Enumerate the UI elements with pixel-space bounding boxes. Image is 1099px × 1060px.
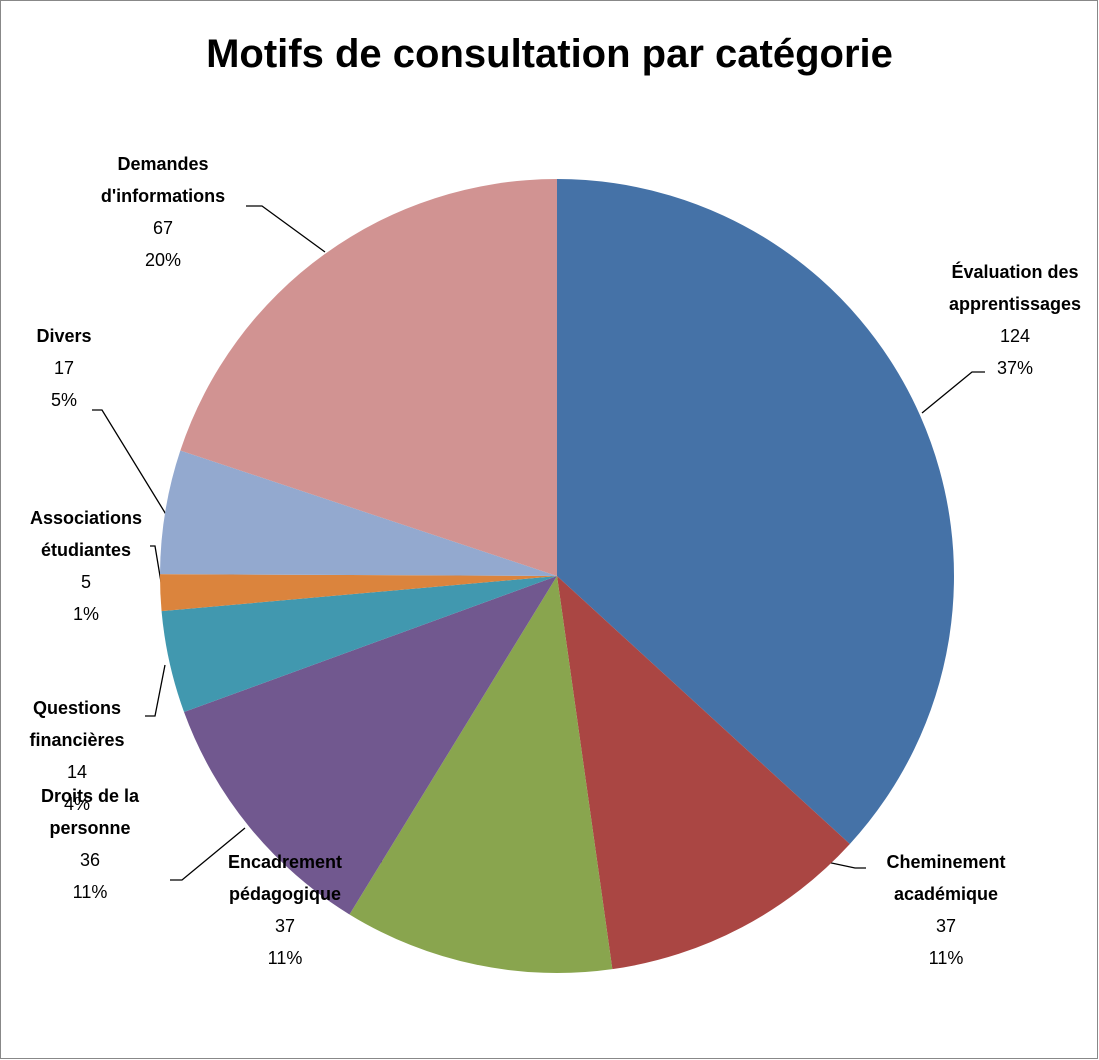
value-label: 124: [999, 326, 1031, 346]
percent-label: 5%: [50, 390, 77, 410]
pie-slice: [557, 576, 850, 970]
pie-slice: [160, 450, 557, 576]
leader-line: [921, 371, 985, 414]
percent-label: 37%: [996, 358, 1034, 378]
leader-line: [246, 205, 326, 253]
data-label: Évaluation des apprentissages 124 37%: [935, 256, 1095, 384]
data-label: Divers 17 5%: [4, 320, 124, 416]
pie-slice: [160, 574, 558, 612]
data-label: Droits de la personne 36 11%: [10, 780, 170, 908]
category-label: Divers: [36, 326, 92, 346]
pie: [160, 179, 954, 973]
category-label: Encadrement pédagogique: [227, 852, 343, 904]
pie-slice: [184, 576, 558, 915]
data-label: Cheminement académique 37 11%: [856, 846, 1036, 974]
pie-slice: [349, 576, 613, 973]
percent-label: 11%: [928, 948, 964, 968]
value-label: 36: [79, 850, 101, 870]
category-label: Cheminement académique: [886, 852, 1006, 904]
pie-slice: [180, 179, 558, 576]
percent-label: 4%: [63, 794, 90, 814]
category-label: Droits de la personne: [40, 786, 140, 838]
value-label: 67: [152, 218, 174, 238]
category-label: Questions financières: [29, 698, 125, 750]
category-label: Associations étudiantes: [29, 508, 143, 560]
category-label: Évaluation des apprentissages: [948, 262, 1082, 314]
percent-label: 20%: [144, 250, 182, 270]
value-label: 17: [53, 358, 75, 378]
data-label: Encadrement pédagogique 37 11%: [195, 846, 375, 974]
pie-slice: [557, 179, 954, 845]
value-label: 5: [80, 572, 91, 592]
data-label: Associations étudiantes 5 1%: [6, 502, 166, 630]
pie-slice: [161, 576, 557, 712]
chart-title: Motifs de consultation par catégorie: [206, 32, 893, 76]
percent-label: 1%: [72, 604, 99, 624]
data-label: Questions financières 14 4%: [2, 692, 152, 820]
leader-line: [170, 827, 246, 881]
leader-line: [145, 664, 166, 717]
category-label: Demandes d'informations: [100, 154, 226, 206]
data-label: Demandes d'informations 67 20%: [83, 148, 243, 276]
value-label: 14: [66, 762, 88, 782]
leader-line: [150, 545, 162, 583]
percent-label: 11%: [72, 882, 108, 902]
value-label: 37: [274, 916, 296, 936]
percent-label: 11%: [267, 948, 303, 968]
value-label: 37: [935, 916, 957, 936]
leader-line: [92, 409, 168, 517]
